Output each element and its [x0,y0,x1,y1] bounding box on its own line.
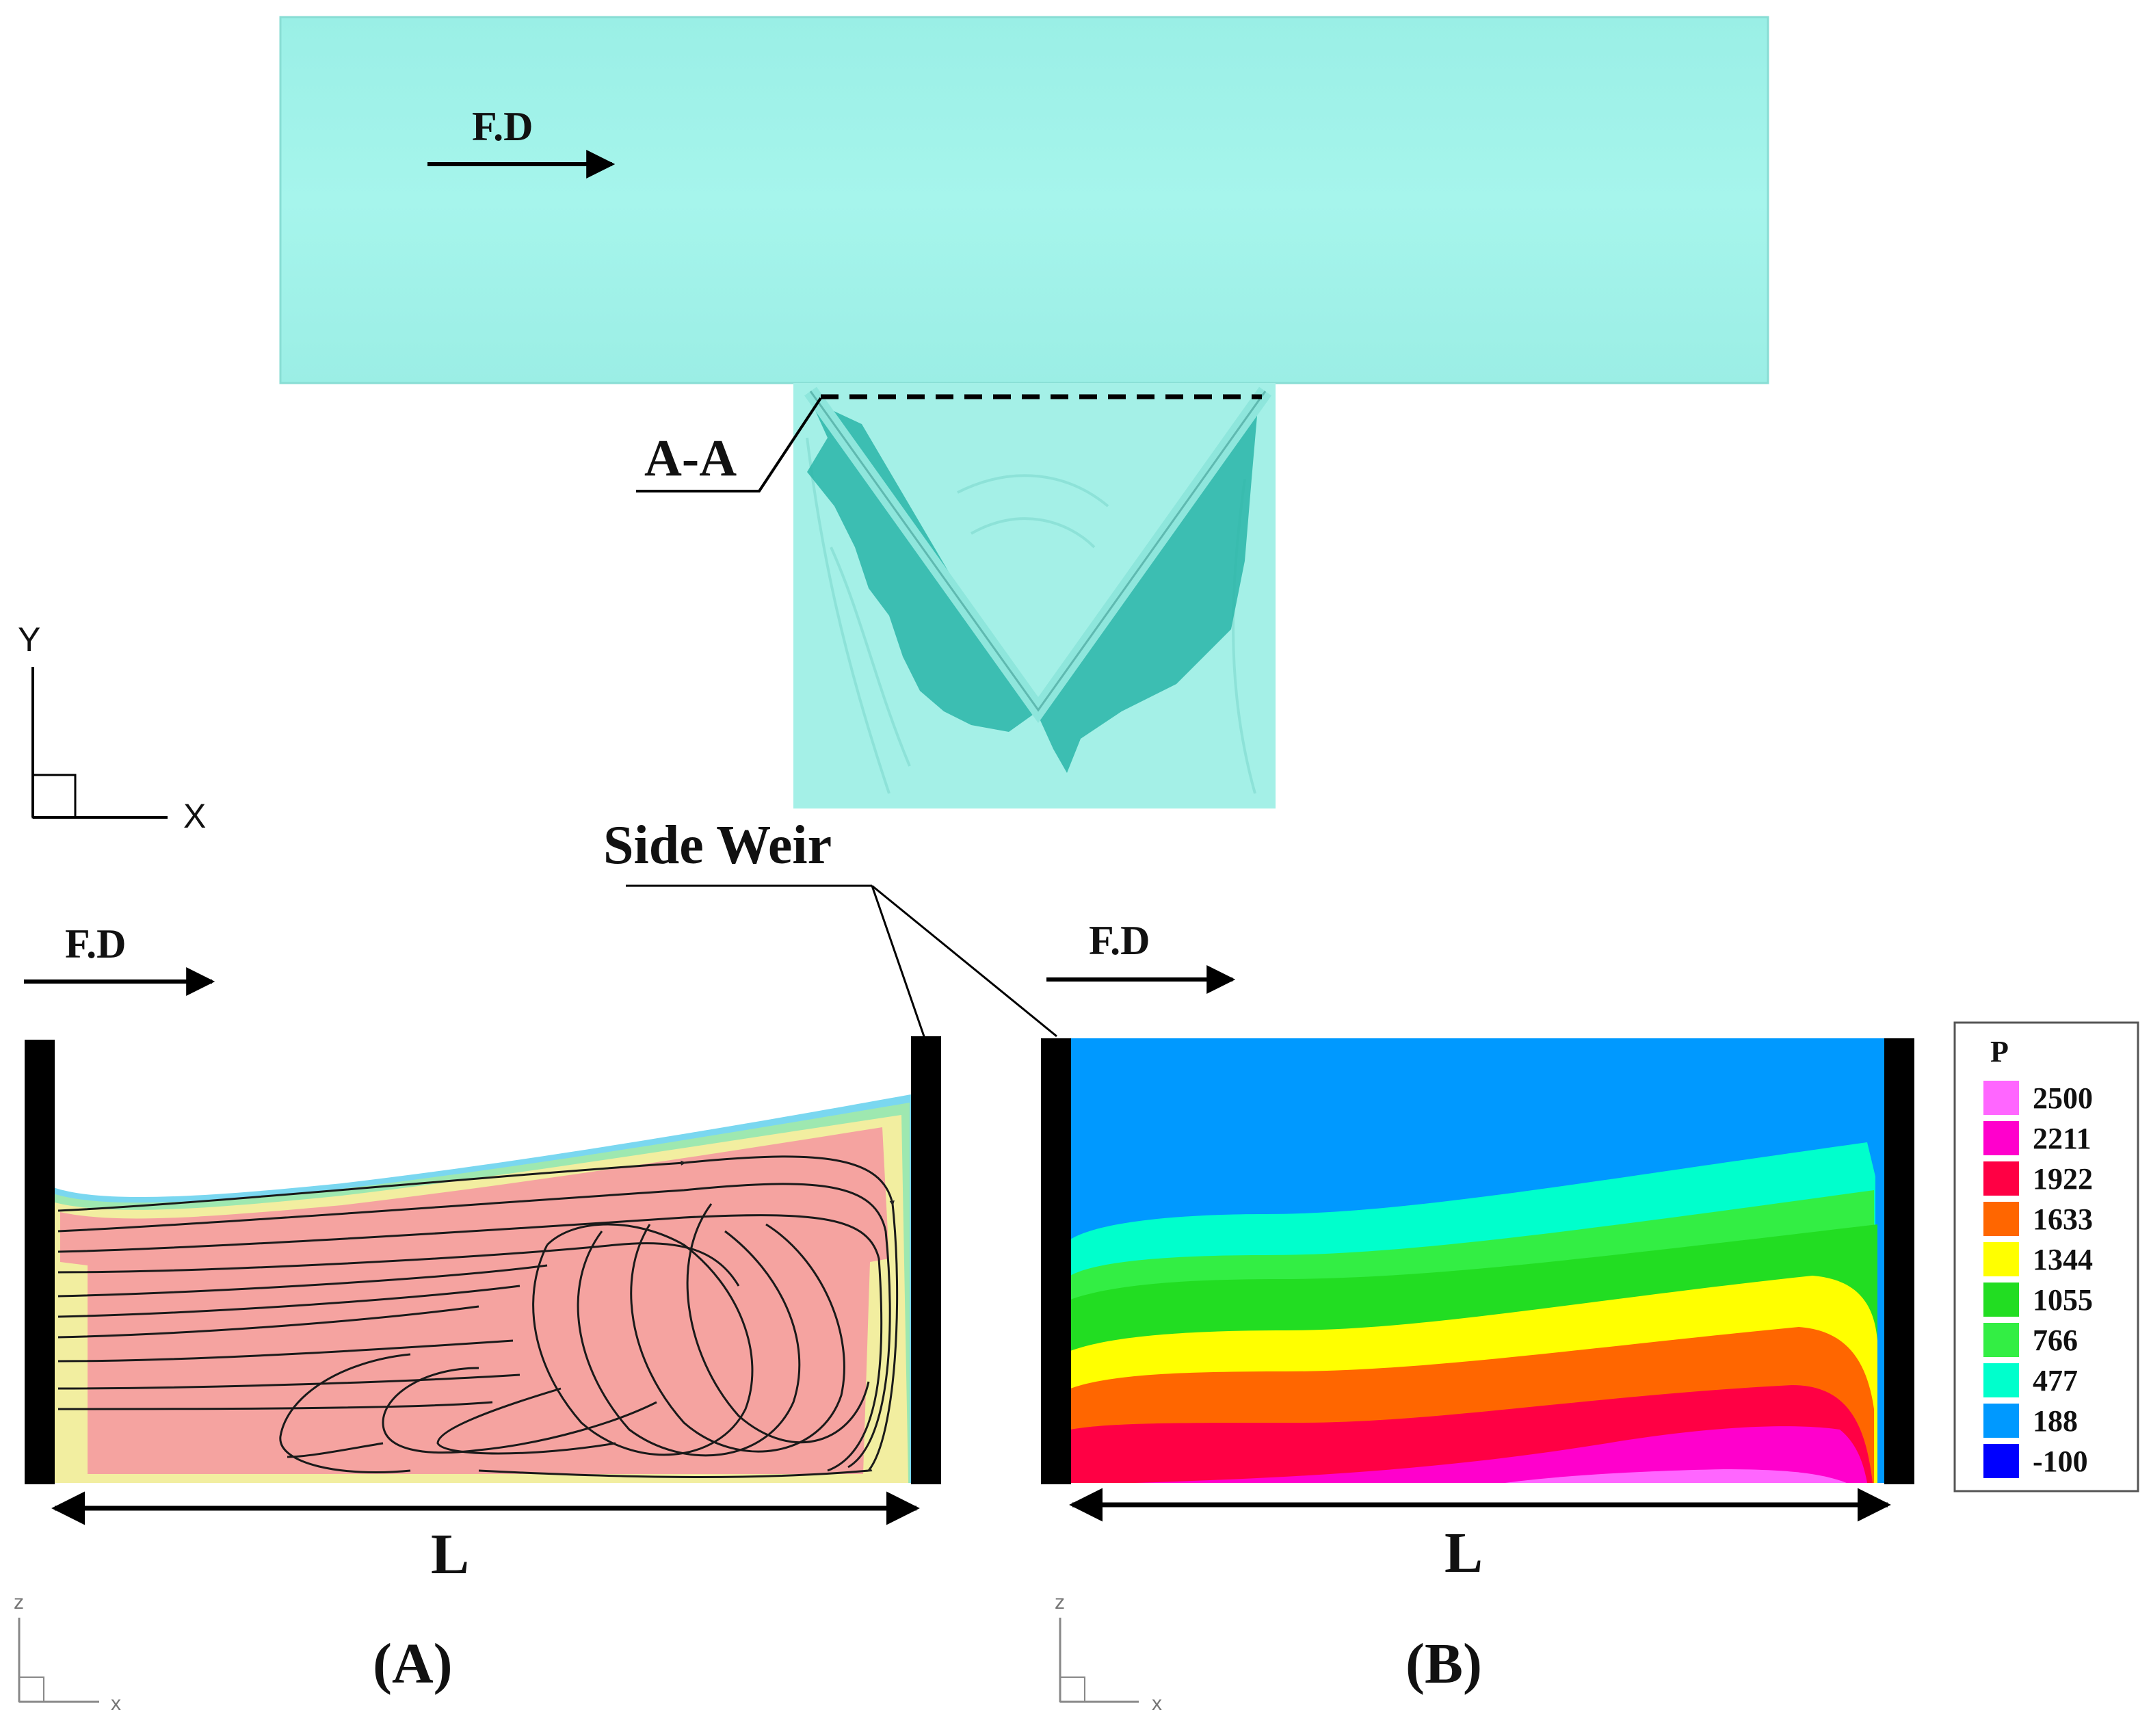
xz-axis-a: z x [14,1591,121,1715]
xz-axis-b: z x [1055,1591,1162,1715]
legend-swatch [1983,1121,2019,1155]
legend-swatch [1983,1202,2019,1236]
flow-direction-label-b: F.D [1089,918,1150,963]
weir-spill-left [807,400,1033,732]
legend-swatch [1983,1081,2019,1115]
legend-swatch [1983,1242,2019,1276]
axis-y-label: Y [18,620,40,659]
legend-title: P [1990,1035,2009,1068]
weir-spill-right [1036,400,1258,773]
section-leader-line [636,397,822,492]
legend-swatch [1983,1404,2019,1438]
legend-value: -100 [2033,1445,2088,1478]
legend-value: 477 [2033,1364,2078,1397]
v-weir-crest-edge [809,391,1267,712]
legend-value: 1344 [2033,1243,2093,1276]
top-view: A-A F.D [279,16,1769,808]
axis-x-label-b: x [1152,1692,1162,1715]
xy-axis: Y X [18,620,206,835]
legend-value: 188 [2033,1404,2078,1438]
section-label: A-A [644,430,737,487]
legend-value: 1055 [2033,1283,2093,1317]
flow-direction-label-a: F.D [65,921,126,966]
weir-plate-right-a [911,1036,941,1484]
legend-swatch [1983,1283,2019,1317]
weir-plate-right-b [1884,1038,1914,1484]
panel-a: F.D [14,921,941,1715]
panel-label-a: (A) [373,1632,453,1696]
legend-value: 1633 [2033,1202,2093,1236]
legend-value: 766 [2033,1324,2078,1357]
axis-x-label: X [183,797,206,835]
axis-x-label-a: x [111,1692,121,1715]
length-label-a: L [431,1523,469,1586]
legend-swatch [1983,1444,2019,1478]
contour-band-2500 [1505,1469,1847,1483]
flow-direction-label-top: F.D [472,104,533,149]
legend-swatch [1983,1161,2019,1196]
weir-plate-left-a [25,1040,55,1484]
length-label-b: L [1444,1521,1483,1585]
streamlines [57,1155,899,1478]
panel-b: F.D L (B) z x [1041,918,1914,1715]
legend-value: 1922 [2033,1162,2093,1196]
legend-items: 2500 2211 1922 1633 1344 1055 766 477 188 -100 [1983,1081,2093,1478]
side-weir-callout: Side Weir [603,815,1057,1039]
legend-value: 2500 [2033,1081,2093,1115]
main-channel [279,16,1769,384]
weir-plate-left-b [1041,1038,1071,1484]
contour-band-2211 [1135,1426,1867,1483]
side-weir-label: Side Weir [603,815,832,876]
panel-label-b: (B) [1406,1632,1482,1696]
axis-z-label-a: z [14,1591,24,1614]
pressure-legend: P 2500 2211 1922 1633 1344 1055 766 477 188 -100 [1953,1021,2139,1492]
legend-swatch [1983,1323,2019,1357]
axis-z-label-b: z [1055,1591,1065,1614]
legend-value: 2211 [2033,1122,2091,1155]
legend-swatch [1983,1363,2019,1397]
